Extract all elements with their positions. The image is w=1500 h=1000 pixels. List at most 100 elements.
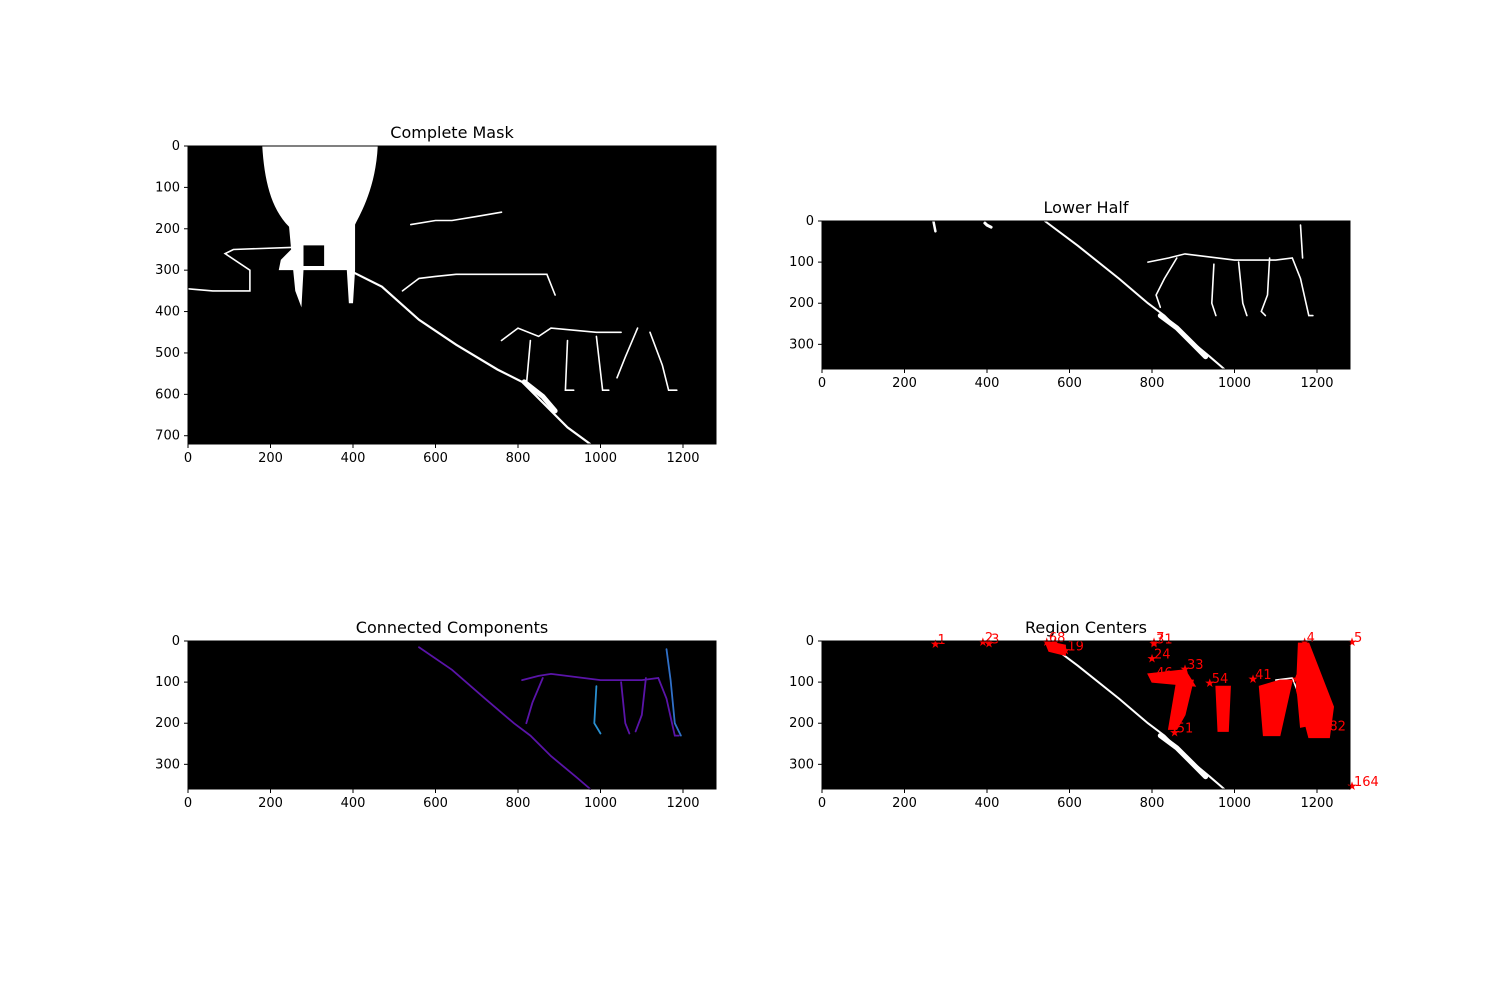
region-centers-frame	[821, 640, 1351, 790]
complete-mask-ytick-label: 600	[155, 387, 180, 402]
region-centers-ytick-label: 300	[789, 757, 814, 772]
lower-half-frame	[821, 220, 1351, 370]
region-centers-xtick-label: 0	[818, 796, 826, 811]
complete-mask-xtick-label: 400	[341, 451, 366, 466]
region-center-label: 3	[991, 632, 999, 647]
lower-half-title: Lower Half	[1044, 198, 1129, 217]
region-center-label: 7	[1156, 631, 1164, 646]
region-center-label: 6	[1049, 631, 1057, 646]
complete-mask-xtick-label: 800	[506, 451, 531, 466]
region-centers-ytick-label: 100	[789, 675, 814, 690]
region-centers-xtick-label: 800	[1140, 796, 1165, 811]
mask-leg-4	[649, 331, 678, 391]
lower-half-xtick-label: 1000	[1218, 376, 1251, 391]
complete-mask-frame	[187, 145, 717, 445]
connected-components-xtick-label: 200	[258, 796, 283, 811]
region-center-label: 19	[1067, 639, 1084, 654]
lower-half-xtick-label: 0	[818, 376, 826, 391]
lower-half-xtick-label: 400	[975, 376, 1000, 391]
complete-mask-xtick-label: 200	[258, 451, 283, 466]
complete-mask-ytick-label: 0	[172, 139, 180, 154]
region-centers-xtick-label: 400	[975, 796, 1000, 811]
complete-mask-ytick-label: 200	[155, 222, 180, 237]
component-tail	[665, 648, 682, 737]
region-center-label: 164	[1354, 775, 1379, 790]
complete-mask-image	[188, 146, 716, 444]
region-center-marker: ★	[1248, 672, 1259, 686]
component-leg-1	[525, 677, 544, 725]
lower-half-xtick-label: 800	[1140, 376, 1165, 391]
region-center-marker: ★	[1322, 723, 1333, 737]
connected-components-xtick-label: 400	[341, 796, 366, 811]
centers-diagonal-thick	[1157, 733, 1209, 780]
lower-half-xtick-label: 600	[1057, 376, 1082, 391]
region-centers-ytick-label: 200	[789, 716, 814, 731]
region-centers-ytick-label: 0	[806, 634, 814, 649]
cluster-top	[1043, 640, 1066, 657]
mask-left-strand	[187, 246, 292, 292]
complete-mask-axes: Complete Mask 0 200 400 600 800 1000 1200 0 100 20…	[155, 123, 717, 466]
complete-mask-ytick-label: 500	[155, 346, 180, 361]
complete-mask-shapes	[187, 146, 678, 446]
region-center-marker: ★	[1299, 635, 1310, 649]
region-center-marker: ★	[1041, 635, 1052, 649]
mask-diagonal	[351, 271, 592, 446]
cluster-leg-2	[1215, 685, 1231, 732]
region-center-marker: ★	[930, 637, 941, 651]
region-center-marker: ★	[1149, 636, 1160, 650]
region-marker-clusters	[1043, 640, 1335, 739]
complete-mask-ytick-label: 400	[155, 305, 180, 320]
connected-components-title: Connected Components	[356, 618, 548, 637]
connected-components-xtick-label: 600	[423, 796, 448, 811]
cluster-back	[1147, 669, 1197, 687]
component-leg-3	[620, 681, 631, 735]
lower-half-shapes	[932, 219, 1314, 370]
connected-components-xtick-label: 0	[184, 796, 192, 811]
region-centers-title: Region Centers	[1025, 618, 1147, 637]
connected-components-xtick-label: 1000	[584, 796, 617, 811]
region-center-label: 31	[1156, 632, 1173, 647]
connected-components-image	[188, 641, 716, 789]
region-centers-xtick-label: 600	[1057, 796, 1082, 811]
lower-leg-3	[1237, 261, 1248, 317]
mask-back	[401, 273, 556, 296]
lower-half-ytick-label: 300	[789, 337, 814, 352]
mask-leg-2	[564, 339, 575, 391]
region-center-marker: ★	[1347, 779, 1358, 793]
lower-half-ytick-label: 200	[789, 296, 814, 311]
lower-tail	[1299, 224, 1304, 259]
region-center-label: 82	[1329, 719, 1346, 734]
region-center-marker: ★	[1050, 635, 1061, 649]
region-center-marker: ★	[1147, 652, 1158, 666]
region-center-marker: ★	[1169, 726, 1180, 740]
complete-mask-xtick-label: 600	[423, 451, 448, 466]
region-centers-xtick-label: 1000	[1218, 796, 1251, 811]
lower-half-ytick-label: 100	[789, 255, 814, 270]
region-center-marker: ★	[1149, 670, 1160, 684]
region-center-label: 9	[1321, 719, 1329, 734]
mask-leg-5	[616, 327, 639, 379]
mask-leg-3	[595, 335, 610, 391]
mask-hole	[303, 245, 325, 267]
region-center-label: 51	[1177, 722, 1194, 737]
region-center-marker: ★	[1180, 662, 1191, 676]
region-center-label: 41	[1255, 668, 1272, 683]
complete-mask-title: Complete Mask	[390, 123, 514, 142]
region-center-label: 46	[1156, 666, 1173, 681]
region-center-marker: ★	[1347, 635, 1358, 649]
connected-components-ytick-label: 100	[155, 675, 180, 690]
cluster-leg-5	[1295, 681, 1322, 728]
region-center-label: 4	[1307, 631, 1315, 646]
complete-mask-ytick-label: 700	[155, 429, 180, 444]
lower-half-image	[822, 221, 1350, 369]
region-center-label: 24	[1154, 648, 1171, 663]
component-leg-2	[593, 685, 602, 735]
connected-components-frame	[187, 640, 717, 790]
lower-outline	[1147, 253, 1314, 317]
component-outline	[521, 672, 680, 737]
lower-half-xtick-label: 200	[892, 376, 917, 391]
lower-half-ytick-label: 0	[806, 214, 814, 229]
region-center-label: 57	[1298, 668, 1315, 683]
